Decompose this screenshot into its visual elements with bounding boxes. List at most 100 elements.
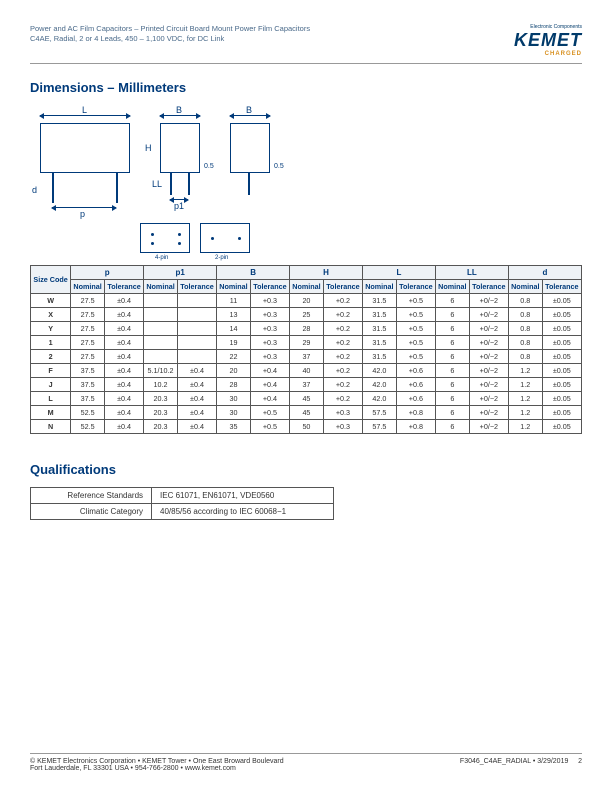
cell-nominal: 20 bbox=[217, 364, 251, 378]
cell-nominal: 1.2 bbox=[508, 406, 542, 420]
label-B2: B bbox=[246, 105, 252, 115]
tolerance-header: Tolerance bbox=[250, 280, 289, 294]
cell-nominal: 35 bbox=[217, 420, 251, 434]
cell-nominal: 1.2 bbox=[508, 378, 542, 392]
cell-nominal: 6 bbox=[435, 392, 469, 406]
cell-nominal: 5.1/10.2 bbox=[144, 364, 178, 378]
footer-left2: Fort Lauderdale, FL 33301 USA • 954-766-… bbox=[30, 765, 284, 772]
cell-tolerance: +0.4 bbox=[250, 378, 289, 392]
cell-nominal: 52.5 bbox=[71, 420, 105, 434]
label-B: B bbox=[176, 105, 182, 115]
cell-tolerance: +0.8 bbox=[396, 420, 435, 434]
cell-tolerance: +0.3 bbox=[323, 420, 362, 434]
cell-tolerance: +0.2 bbox=[323, 392, 362, 406]
table-row: F37.5±0.45.1/10.2±0.420+0.440+0.242.0+0.… bbox=[31, 364, 582, 378]
cell-tolerance: +0.5 bbox=[396, 322, 435, 336]
cell-tolerance: +0/−2 bbox=[469, 392, 508, 406]
cell-nominal: 27.5 bbox=[71, 308, 105, 322]
cell-nominal: 6 bbox=[435, 364, 469, 378]
cell-nominal: 27.5 bbox=[71, 294, 105, 308]
cell-tolerance: ±0.4 bbox=[104, 322, 143, 336]
cell-nominal: 42.0 bbox=[363, 364, 397, 378]
cell-tolerance: ±0.4 bbox=[104, 350, 143, 364]
cell-nominal: 0.8 bbox=[508, 308, 542, 322]
cell-nominal: 27.5 bbox=[71, 322, 105, 336]
param-H: H bbox=[290, 266, 363, 280]
size-code: W bbox=[31, 294, 71, 308]
table-row: 127.5±0.419+0.329+0.231.5+0.56+0/−20.8±0… bbox=[31, 336, 582, 350]
cell-tolerance bbox=[177, 350, 216, 364]
cell-tolerance: +0.6 bbox=[396, 364, 435, 378]
size-code: M bbox=[31, 406, 71, 420]
cell-tolerance: +0.2 bbox=[323, 308, 362, 322]
cell-tolerance: ±0.05 bbox=[542, 392, 581, 406]
cell-tolerance: +0/−2 bbox=[469, 364, 508, 378]
cell-tolerance: +0.2 bbox=[323, 364, 362, 378]
qual-value: 40/85/56 according to IEC 60068−1 bbox=[152, 504, 334, 520]
table-row: J37.5±0.410.2±0.428+0.437+0.242.0+0.66+0… bbox=[31, 378, 582, 392]
label-4pin: 4-pin bbox=[155, 255, 168, 261]
nominal-header: Nominal bbox=[217, 280, 251, 294]
cell-tolerance: +0.6 bbox=[396, 378, 435, 392]
label-H: H bbox=[145, 143, 152, 153]
cell-nominal bbox=[144, 322, 178, 336]
table-row: N52.5±0.420.3±0.435+0.550+0.357.5+0.86+0… bbox=[31, 420, 582, 434]
cell-tolerance: ±0.05 bbox=[542, 350, 581, 364]
cell-nominal: 57.5 bbox=[363, 420, 397, 434]
tolerance-header: Tolerance bbox=[469, 280, 508, 294]
cell-tolerance: +0/−2 bbox=[469, 350, 508, 364]
size-code: N bbox=[31, 420, 71, 434]
footer-left: © KEMET Electronics Corporation • KEMET … bbox=[30, 758, 284, 772]
cell-nominal: 22 bbox=[217, 350, 251, 364]
header-line1: Power and AC Film Capacitors – Printed C… bbox=[30, 24, 310, 34]
cell-tolerance: ±0.4 bbox=[177, 420, 216, 434]
dimensions-title: Dimensions – Millimeters bbox=[30, 80, 582, 95]
cell-nominal: 10.2 bbox=[144, 378, 178, 392]
qual-value: IEC 61071, EN61071, VDE0560 bbox=[152, 488, 334, 504]
cell-tolerance: +0.8 bbox=[396, 406, 435, 420]
cell-tolerance: +0.3 bbox=[250, 322, 289, 336]
cell-nominal: 37.5 bbox=[71, 378, 105, 392]
cell-nominal: 13 bbox=[217, 308, 251, 322]
tolerance-header: Tolerance bbox=[104, 280, 143, 294]
cell-nominal: 20.3 bbox=[144, 406, 178, 420]
cell-nominal: 11 bbox=[217, 294, 251, 308]
dimensions-table: Size Code p p1 B H L LL d NominalToleran… bbox=[30, 265, 582, 434]
cell-nominal: 50 bbox=[290, 420, 324, 434]
table-row: X27.5±0.413+0.325+0.231.5+0.56+0/−20.8±0… bbox=[31, 308, 582, 322]
cell-nominal: 42.0 bbox=[363, 378, 397, 392]
table-row: 227.5±0.422+0.337+0.231.5+0.56+0/−20.8±0… bbox=[31, 350, 582, 364]
cell-tolerance bbox=[177, 308, 216, 322]
tolerance-header: Tolerance bbox=[396, 280, 435, 294]
cell-nominal: 28 bbox=[217, 378, 251, 392]
cell-tolerance: ±0.05 bbox=[542, 322, 581, 336]
cell-tolerance: ±0.05 bbox=[542, 294, 581, 308]
qualifications-table: Reference StandardsIEC 61071, EN61071, V… bbox=[30, 487, 334, 520]
cell-nominal: 6 bbox=[435, 308, 469, 322]
cell-nominal: 6 bbox=[435, 420, 469, 434]
cell-tolerance: ±0.4 bbox=[104, 420, 143, 434]
cell-nominal: 20 bbox=[290, 294, 324, 308]
cell-nominal: 29 bbox=[290, 336, 324, 350]
cell-nominal: 6 bbox=[435, 350, 469, 364]
cell-nominal: 6 bbox=[435, 294, 469, 308]
cell-nominal: 0.8 bbox=[508, 322, 542, 336]
table-row: L37.5±0.420.3±0.430+0.445+0.242.0+0.66+0… bbox=[31, 392, 582, 406]
cell-nominal: 20.3 bbox=[144, 420, 178, 434]
cell-tolerance: +0.4 bbox=[250, 392, 289, 406]
qual-row: Reference StandardsIEC 61071, EN61071, V… bbox=[31, 488, 334, 504]
cell-nominal: 37.5 bbox=[71, 392, 105, 406]
nominal-header: Nominal bbox=[435, 280, 469, 294]
param-d: d bbox=[508, 266, 581, 280]
tolerance-header: Tolerance bbox=[323, 280, 362, 294]
size-code: J bbox=[31, 378, 71, 392]
cell-tolerance bbox=[177, 336, 216, 350]
cell-tolerance: ±0.4 bbox=[104, 392, 143, 406]
cell-nominal bbox=[144, 294, 178, 308]
cell-tolerance: ±0.05 bbox=[542, 420, 581, 434]
label-half2: 0.5 bbox=[274, 163, 284, 170]
cell-nominal: 0.8 bbox=[508, 350, 542, 364]
cell-nominal: 6 bbox=[435, 378, 469, 392]
footer-doc: F3046_C4AE_RADIAL • 3/29/2019 bbox=[460, 758, 568, 765]
cell-tolerance: +0/−2 bbox=[469, 294, 508, 308]
